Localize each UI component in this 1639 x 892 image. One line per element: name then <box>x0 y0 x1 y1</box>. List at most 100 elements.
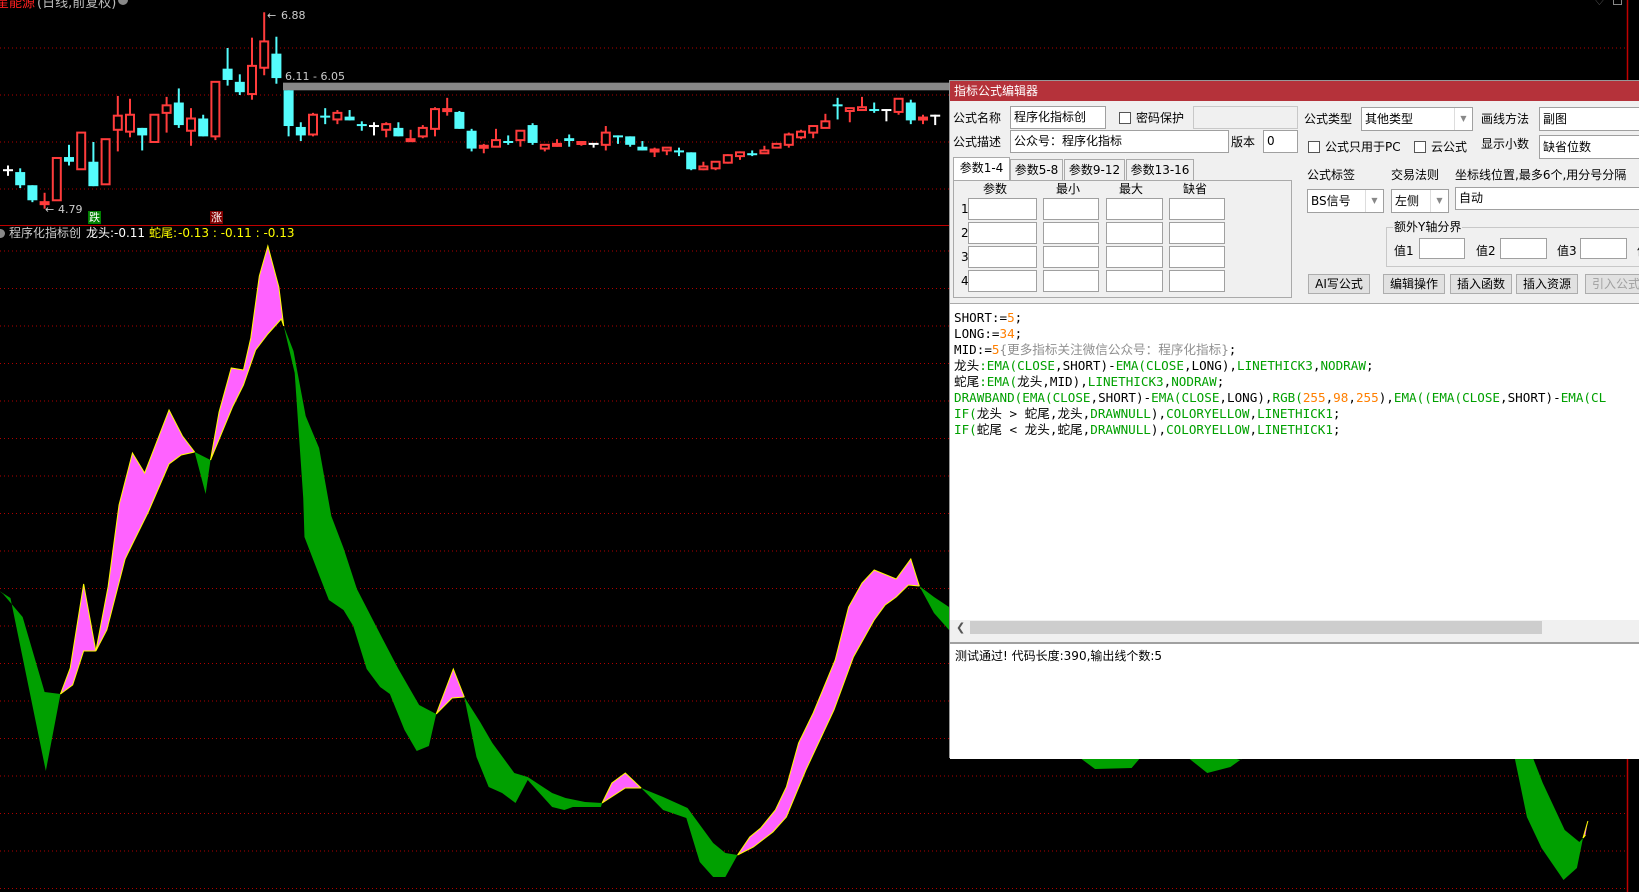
candle-body <box>588 142 599 145</box>
decimals-select[interactable]: 缺省位数▼ <box>1539 135 1639 159</box>
value1-input[interactable] <box>1419 238 1465 259</box>
code-token: , <box>1249 422 1258 437</box>
tag-value: BS信号 <box>1311 194 1351 208</box>
gap-label: 6.11 - 6.05 <box>285 70 345 83</box>
candle-body <box>100 138 111 186</box>
code-token: , <box>1348 390 1356 405</box>
chevron-down-icon[interactable]: ▼ <box>1454 108 1472 130</box>
param-input-max[interactable] <box>1106 270 1163 292</box>
tail-line <box>601 787 642 804</box>
candle-body <box>771 142 782 149</box>
draw-method-select[interactable]: 副图▼ <box>1539 107 1639 131</box>
insert-function-button[interactable]: 插入函数 <box>1450 274 1512 294</box>
param-row-number: 3 <box>961 250 969 264</box>
code-token: SHORT:= <box>954 310 1008 325</box>
settings-icon[interactable] <box>118 0 128 5</box>
code-line: IF(蛇尾 < 龙头,蛇尾,DRAWNULL),COLORYELLOW,LINE… <box>954 422 1341 438</box>
value2-input[interactable] <box>1500 238 1547 259</box>
rule-select[interactable]: 左侧 ▼ <box>1391 189 1449 213</box>
param-input-min[interactable] <box>1043 270 1099 292</box>
desc-input[interactable]: 公众号：程序化指标 <box>1010 130 1229 153</box>
param-input-min[interactable] <box>1043 246 1099 268</box>
value1-label: 值1 <box>1394 244 1414 258</box>
param-input-default[interactable] <box>1169 198 1225 220</box>
candle-body <box>369 125 379 128</box>
horizontal-scrollbar[interactable]: ❮ <box>950 620 1639 635</box>
param-input-max[interactable] <box>1106 246 1163 268</box>
param-input-max[interactable] <box>1106 198 1163 220</box>
chevron-down-icon[interactable]: ▼ <box>1430 190 1448 212</box>
candle-body <box>930 114 941 117</box>
param-input-min[interactable] <box>1043 222 1099 244</box>
param-input-max[interactable] <box>1106 222 1163 244</box>
candle-body <box>649 148 660 153</box>
signal-rise: 涨 <box>210 211 223 224</box>
ai-write-button[interactable]: AI写公式 <box>1308 274 1370 294</box>
candle-body <box>3 169 13 172</box>
tab-params-5-8[interactable]: 参数5-8 <box>1010 159 1063 180</box>
param-input-name[interactable] <box>968 222 1037 244</box>
name-input[interactable]: 程序化指标创 <box>1010 106 1106 129</box>
candle-body <box>466 130 477 149</box>
code-token: 98 <box>1333 390 1349 405</box>
param-header-name: 参数 <box>983 182 1008 196</box>
value3-input[interactable] <box>1580 238 1627 259</box>
dialog-title[interactable]: 指标公式编辑器 <box>950 81 1639 101</box>
code-token: 蛇尾 < 龙头,蛇尾, <box>976 422 1091 437</box>
param-input-name[interactable] <box>968 246 1037 268</box>
code-token: EMA(CLOSE <box>1151 390 1220 405</box>
code-token: 255 <box>1355 390 1379 405</box>
code-token: , <box>1325 390 1334 405</box>
dragon-label: 龙头: <box>86 226 115 240</box>
password-label: 密码保护 <box>1136 111 1185 125</box>
chevron-down-icon[interactable]: ♡ <box>1594 0 1605 8</box>
dragon-line <box>210 244 285 461</box>
param-input-default[interactable] <box>1169 246 1225 268</box>
param-input-name[interactable] <box>968 270 1037 292</box>
param-input-min[interactable] <box>1043 198 1099 220</box>
indicator-menu-icon[interactable] <box>0 229 5 238</box>
candle-body <box>808 125 819 134</box>
code-token: ,SHORT)- <box>1090 390 1152 405</box>
param-input-default[interactable] <box>1169 270 1225 292</box>
tag-select[interactable]: BS信号 ▼ <box>1307 189 1384 213</box>
param-input-name[interactable] <box>968 198 1037 220</box>
insert-resource-button[interactable]: 插入资源 <box>1516 274 1578 294</box>
candle-body <box>149 113 160 143</box>
window-icon[interactable] <box>1613 0 1622 5</box>
param-header-max: 最大 <box>1119 182 1144 196</box>
code-token: COLORYELLOW <box>1166 406 1250 421</box>
tail-values: -0.13 : -0.11 : -0.13 <box>178 226 295 240</box>
cloud-checkbox[interactable] <box>1414 141 1426 153</box>
name-label: 公式名称 <box>953 111 1002 125</box>
dragon-line <box>1582 820 1589 839</box>
scrollbar-thumb[interactable] <box>970 621 1542 634</box>
candle-body <box>320 115 331 118</box>
dragon-line <box>737 557 920 856</box>
low-arrow-icon: ← <box>45 203 55 216</box>
tail-line <box>1582 834 1586 839</box>
dragon-line <box>59 583 97 695</box>
tab-params-1-4[interactable]: 参数1-4 <box>953 157 1010 180</box>
chevron-left-icon[interactable]: ❮ <box>956 621 966 634</box>
indicator-name: 程序化指标创 <box>9 226 82 240</box>
param-input-default[interactable] <box>1169 222 1225 244</box>
password-checkbox[interactable] <box>1119 112 1131 124</box>
tab-params-9-12[interactable]: 参数9-12 <box>1064 159 1125 180</box>
code-token: NODRAW <box>1171 374 1217 389</box>
tail-label: 蛇尾: <box>149 226 178 240</box>
code-token: , <box>1312 358 1321 373</box>
code-editor[interactable]: SHORT:=5; LONG:=34; MID:=5{更多指标关注微信公众号：程序化… <box>950 303 1639 620</box>
chevron-down-icon[interactable]: ▼ <box>1365 190 1383 212</box>
candle-body <box>576 141 587 145</box>
tab-params-13-16[interactable]: 参数13-16 <box>1126 159 1194 180</box>
type-select[interactable]: 其他类型 ▼ <box>1361 107 1473 131</box>
stock-name: 星能源 <box>0 0 36 11</box>
candle-body <box>893 97 904 113</box>
axis-input[interactable]: 自动 <box>1455 187 1639 210</box>
version-input[interactable]: 0 <box>1263 130 1298 153</box>
password-input[interactable] <box>1193 106 1298 129</box>
pc-only-checkbox[interactable] <box>1308 141 1320 153</box>
edit-ops-button[interactable]: 编辑操作 <box>1383 274 1445 294</box>
import-formula-button[interactable]: 引入公式 <box>1585 274 1639 294</box>
